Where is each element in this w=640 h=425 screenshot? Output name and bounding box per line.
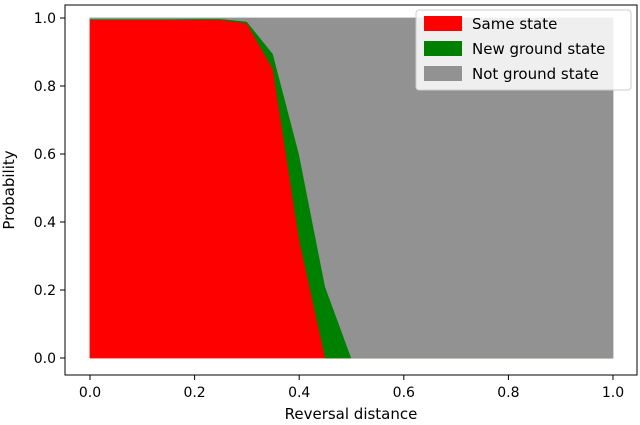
y-axis: 0.0 0.2 0.4 0.6 0.8 1.0 xyxy=(34,11,65,367)
y-tick-label: 0.6 xyxy=(34,147,56,163)
legend-box xyxy=(415,9,632,91)
x-axis-label: Reversal distance xyxy=(285,405,418,423)
area-layers xyxy=(89,17,614,359)
y-tick-label: 0.8 xyxy=(34,79,56,95)
legend-swatch xyxy=(424,41,462,56)
y-axis-label: Probability xyxy=(0,150,18,229)
legend-swatch xyxy=(424,66,462,81)
y-tick-label: 0.2 xyxy=(34,283,56,299)
x-tick-label: 0.6 xyxy=(393,385,415,401)
area-not-ground-state xyxy=(89,17,614,359)
y-tick-label: 0.4 xyxy=(34,215,56,231)
legend: Same state New ground state Not ground sta… xyxy=(415,9,632,91)
y-tick-label: 0.0 xyxy=(34,351,56,367)
x-tick-label: 0.8 xyxy=(497,385,519,401)
legend-label: Same state xyxy=(472,15,557,33)
y-tick-label: 1.0 xyxy=(34,11,56,27)
legend-label: New ground state xyxy=(472,40,605,58)
x-tick-label: 0.4 xyxy=(288,385,310,401)
legend-swatch xyxy=(424,16,462,31)
x-tick-label: 1.0 xyxy=(602,385,624,401)
plot-frame xyxy=(64,4,638,376)
x-axis: 0.0 0.2 0.4 0.6 0.8 1.0 xyxy=(79,375,624,401)
x-tick-label: 0.0 xyxy=(79,385,101,401)
x-tick-label: 0.2 xyxy=(183,385,205,401)
legend-label: Not ground state xyxy=(472,65,599,83)
